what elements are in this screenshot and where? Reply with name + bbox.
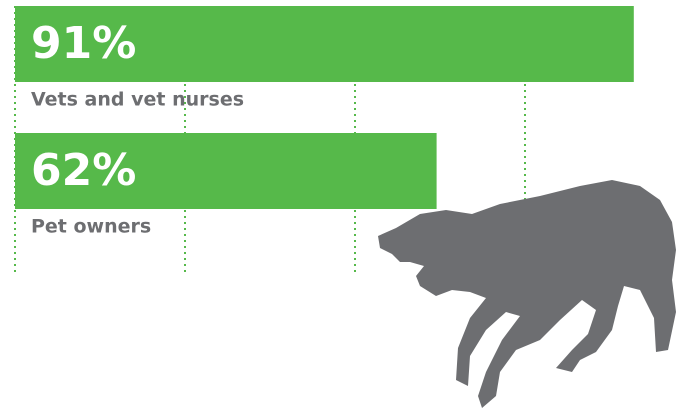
grid — [14, 6, 526, 275]
bar — [15, 133, 437, 209]
dog-silhouette — [378, 180, 676, 408]
bars: 91% Vets and vet nurses 62% Pet owners — [15, 6, 634, 238]
value-label: 91% — [31, 18, 136, 69]
category-label: Pet owners — [31, 216, 151, 238]
value-label: 62% — [31, 145, 136, 196]
bar — [15, 6, 634, 82]
category-label: Vets and vet nurses — [31, 89, 244, 111]
